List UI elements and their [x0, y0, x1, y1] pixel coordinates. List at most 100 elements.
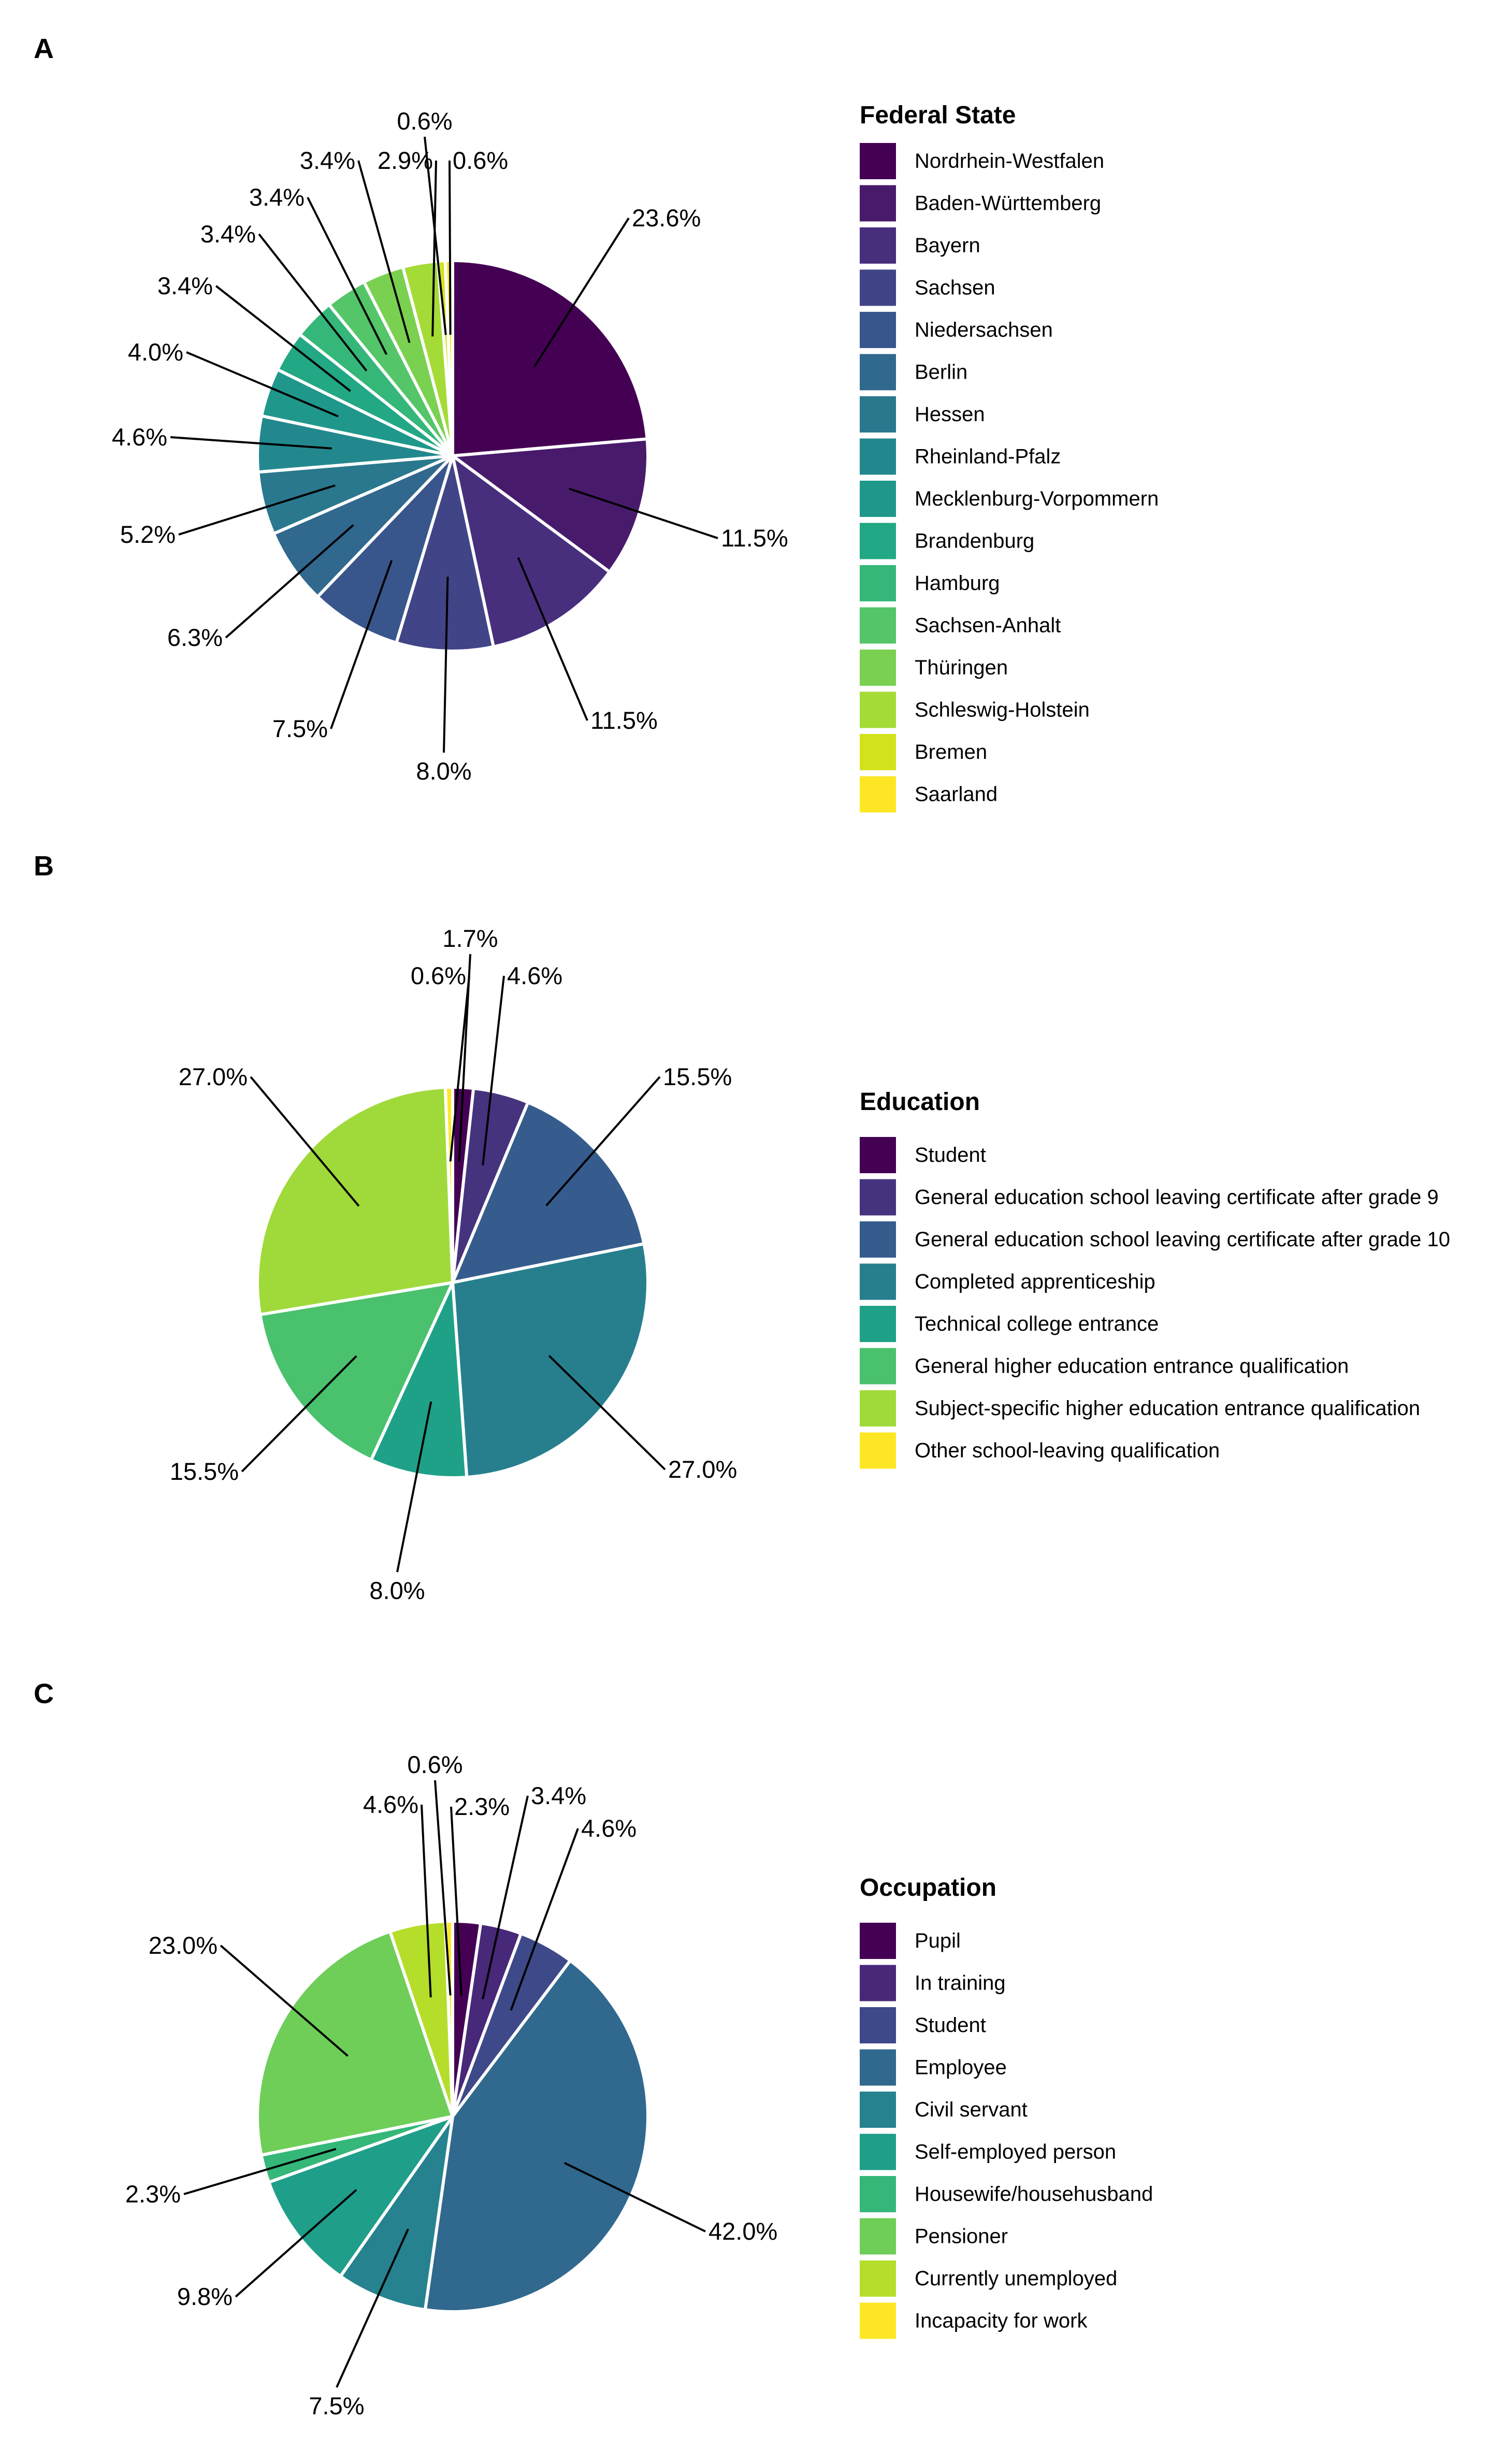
legend-entry: Completed apprenticeship	[915, 1271, 1155, 1293]
legend-entry: Bremen	[915, 741, 987, 763]
legend-swatch	[860, 1965, 896, 2001]
data-label: 0.6%	[453, 147, 508, 174]
data-label: 8.0%	[369, 1577, 425, 1604]
leader-line	[533, 217, 630, 367]
leader-line	[421, 1804, 432, 1998]
data-label: 15.5%	[663, 1063, 732, 1090]
data-label: 0.6%	[411, 962, 466, 989]
legend-swatch	[860, 2176, 896, 2212]
legend-swatch	[860, 691, 896, 728]
leader-line	[424, 136, 447, 335]
leader-line	[517, 557, 588, 721]
data-label: 4.6%	[581, 1814, 637, 1842]
leader-line	[443, 577, 449, 753]
data-label: 4.6%	[507, 962, 562, 989]
pie-slice	[423, 1959, 649, 2313]
leader-line	[396, 1401, 432, 1573]
legend-swatch	[860, 2049, 896, 2086]
legend-swatch	[860, 2007, 896, 2043]
legend-swatch	[860, 734, 896, 770]
pie-chart-c: C 2.3% 3.4% 4.6% 42.0% 7.5% 9.8% 2.3% 23.0% 4.6% 0…	[34, 1678, 1153, 2419]
legend-title: Education	[860, 1088, 980, 1116]
leader-line	[330, 560, 393, 729]
legend-swatch	[860, 1432, 896, 1469]
pie-slice	[258, 1281, 454, 1462]
legend-swatch	[860, 565, 896, 601]
leader-line	[431, 160, 437, 337]
legend-entry: Hamburg	[915, 572, 1000, 595]
data-label: 4.6%	[112, 423, 167, 451]
leader-line	[510, 1828, 579, 2011]
data-label: 2.3%	[125, 2180, 181, 2208]
leader-line	[178, 484, 336, 536]
data-label: 1.7%	[442, 925, 498, 952]
legend-entry: Hessen	[915, 403, 985, 426]
legend-swatch	[860, 650, 896, 686]
legend-entry: Other school-leaving qualification	[915, 1439, 1220, 1462]
legend-entry: Nordrhein-Westfalen	[915, 150, 1104, 172]
legend-swatch	[860, 2092, 896, 2128]
data-label: 27.0%	[179, 1063, 248, 1090]
leader-line	[241, 1355, 357, 1473]
pie-slice	[316, 454, 454, 644]
legend-swatch	[860, 2218, 896, 2255]
leader-line	[482, 975, 505, 1165]
legend-swatch	[860, 1179, 896, 1216]
legend-swatch	[860, 312, 896, 348]
leader-line	[449, 160, 452, 335]
leader-line	[482, 1795, 529, 2000]
legend-entry: In training	[915, 1972, 1006, 1995]
data-label: 3.4%	[200, 220, 256, 248]
data-label: 6.3%	[167, 624, 223, 651]
legend-title: Occupation	[860, 1874, 996, 1901]
panel-letter: C	[34, 1678, 54, 1709]
data-label: 7.5%	[272, 715, 328, 742]
panel-letter: A	[34, 33, 54, 64]
data-label: 5.2%	[120, 521, 176, 548]
pie-slice	[451, 454, 612, 649]
data-label: 2.3%	[454, 1793, 510, 1820]
legend-entry: Pupil	[915, 1929, 961, 1952]
legend-swatch	[860, 607, 896, 644]
legend-swatch	[860, 269, 896, 306]
data-label: 3.4%	[249, 183, 305, 211]
legend-swatch	[860, 1137, 896, 1173]
legend-entry: Technical college entrance	[915, 1313, 1159, 1335]
legend-swatch	[860, 1221, 896, 1258]
leader-line	[183, 2148, 337, 2195]
legend-entry: Niedersachsen	[915, 319, 1053, 341]
legend-swatch	[860, 227, 896, 264]
leader-line	[186, 351, 339, 417]
leader-line	[225, 524, 354, 639]
pie-slice	[451, 1101, 646, 1284]
pie-slice	[256, 1929, 454, 2157]
leader-line	[449, 975, 470, 1162]
pie-slice	[369, 1281, 469, 1479]
pie-slice	[443, 1086, 454, 1284]
data-label: 3.4%	[300, 147, 355, 174]
legend-swatch	[860, 481, 896, 517]
data-label: 4.0%	[128, 338, 183, 366]
data-label: 11.5%	[590, 707, 658, 734]
data-label: 23.0%	[149, 1932, 218, 1959]
legend-entry: Currently unemployed	[915, 2267, 1117, 2290]
legend-entry: Housewife/househusband	[915, 2183, 1153, 2206]
pie-chart-a: A 23.6% 11.5% 11.5% 8.0% 7.5% 6.3% 5.2% 4.6% 4.0%…	[34, 33, 1159, 813]
data-label: 7.5%	[309, 2392, 364, 2419]
leader-line	[258, 233, 368, 372]
leader-line	[569, 487, 718, 539]
legend-entry: Berlin	[915, 361, 967, 384]
legend-entry: Incapacity for work	[915, 2310, 1088, 2332]
leader-line	[235, 2189, 357, 2298]
legend-entry: Student	[915, 1144, 986, 1166]
data-label: 23.6%	[632, 204, 701, 232]
legend-entry: Self-employed person	[915, 2141, 1116, 2164]
legend-title: Federal State	[860, 102, 1016, 129]
legend-entry: Employee	[915, 2056, 1007, 2079]
data-label: 9.8%	[177, 2283, 233, 2310]
legend-swatch	[860, 396, 896, 433]
leader-line	[215, 285, 351, 392]
pie-slice	[339, 2115, 454, 2312]
pie-chart-b: B 1.7% 4.6% 15.5% 27.0% 8.0% 15.5% 27.0% 0.6% Edu…	[34, 851, 1450, 1604]
